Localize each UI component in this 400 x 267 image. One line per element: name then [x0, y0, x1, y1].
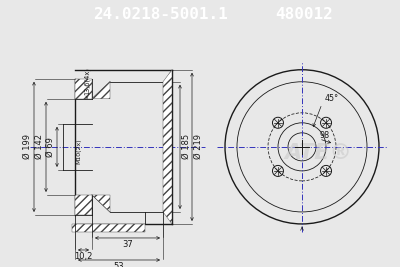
Text: 24.0218-5001.1: 24.0218-5001.1: [93, 6, 227, 22]
Text: 53: 53: [114, 262, 124, 267]
Polygon shape: [75, 195, 92, 215]
Text: 98: 98: [320, 131, 330, 140]
Text: Ø 199: Ø 199: [23, 134, 32, 159]
Polygon shape: [75, 79, 92, 99]
Text: 45°: 45°: [325, 94, 339, 103]
Polygon shape: [92, 195, 110, 212]
Text: Ø 69: Ø 69: [46, 137, 55, 157]
Text: 480012: 480012: [275, 6, 333, 22]
Text: Ø 185: Ø 185: [182, 134, 191, 159]
Text: Ø 219: Ø 219: [194, 134, 203, 159]
Text: 37: 37: [122, 241, 133, 249]
Polygon shape: [92, 82, 110, 99]
Text: Ø 142: Ø 142: [35, 134, 44, 159]
Polygon shape: [163, 70, 172, 224]
Text: ATE®: ATE®: [284, 143, 352, 163]
Text: 10,2: 10,2: [74, 253, 93, 261]
Text: 13,6(4x): 13,6(4x): [84, 67, 90, 95]
Text: M10(2x): M10(2x): [76, 138, 82, 164]
Polygon shape: [72, 224, 145, 232]
